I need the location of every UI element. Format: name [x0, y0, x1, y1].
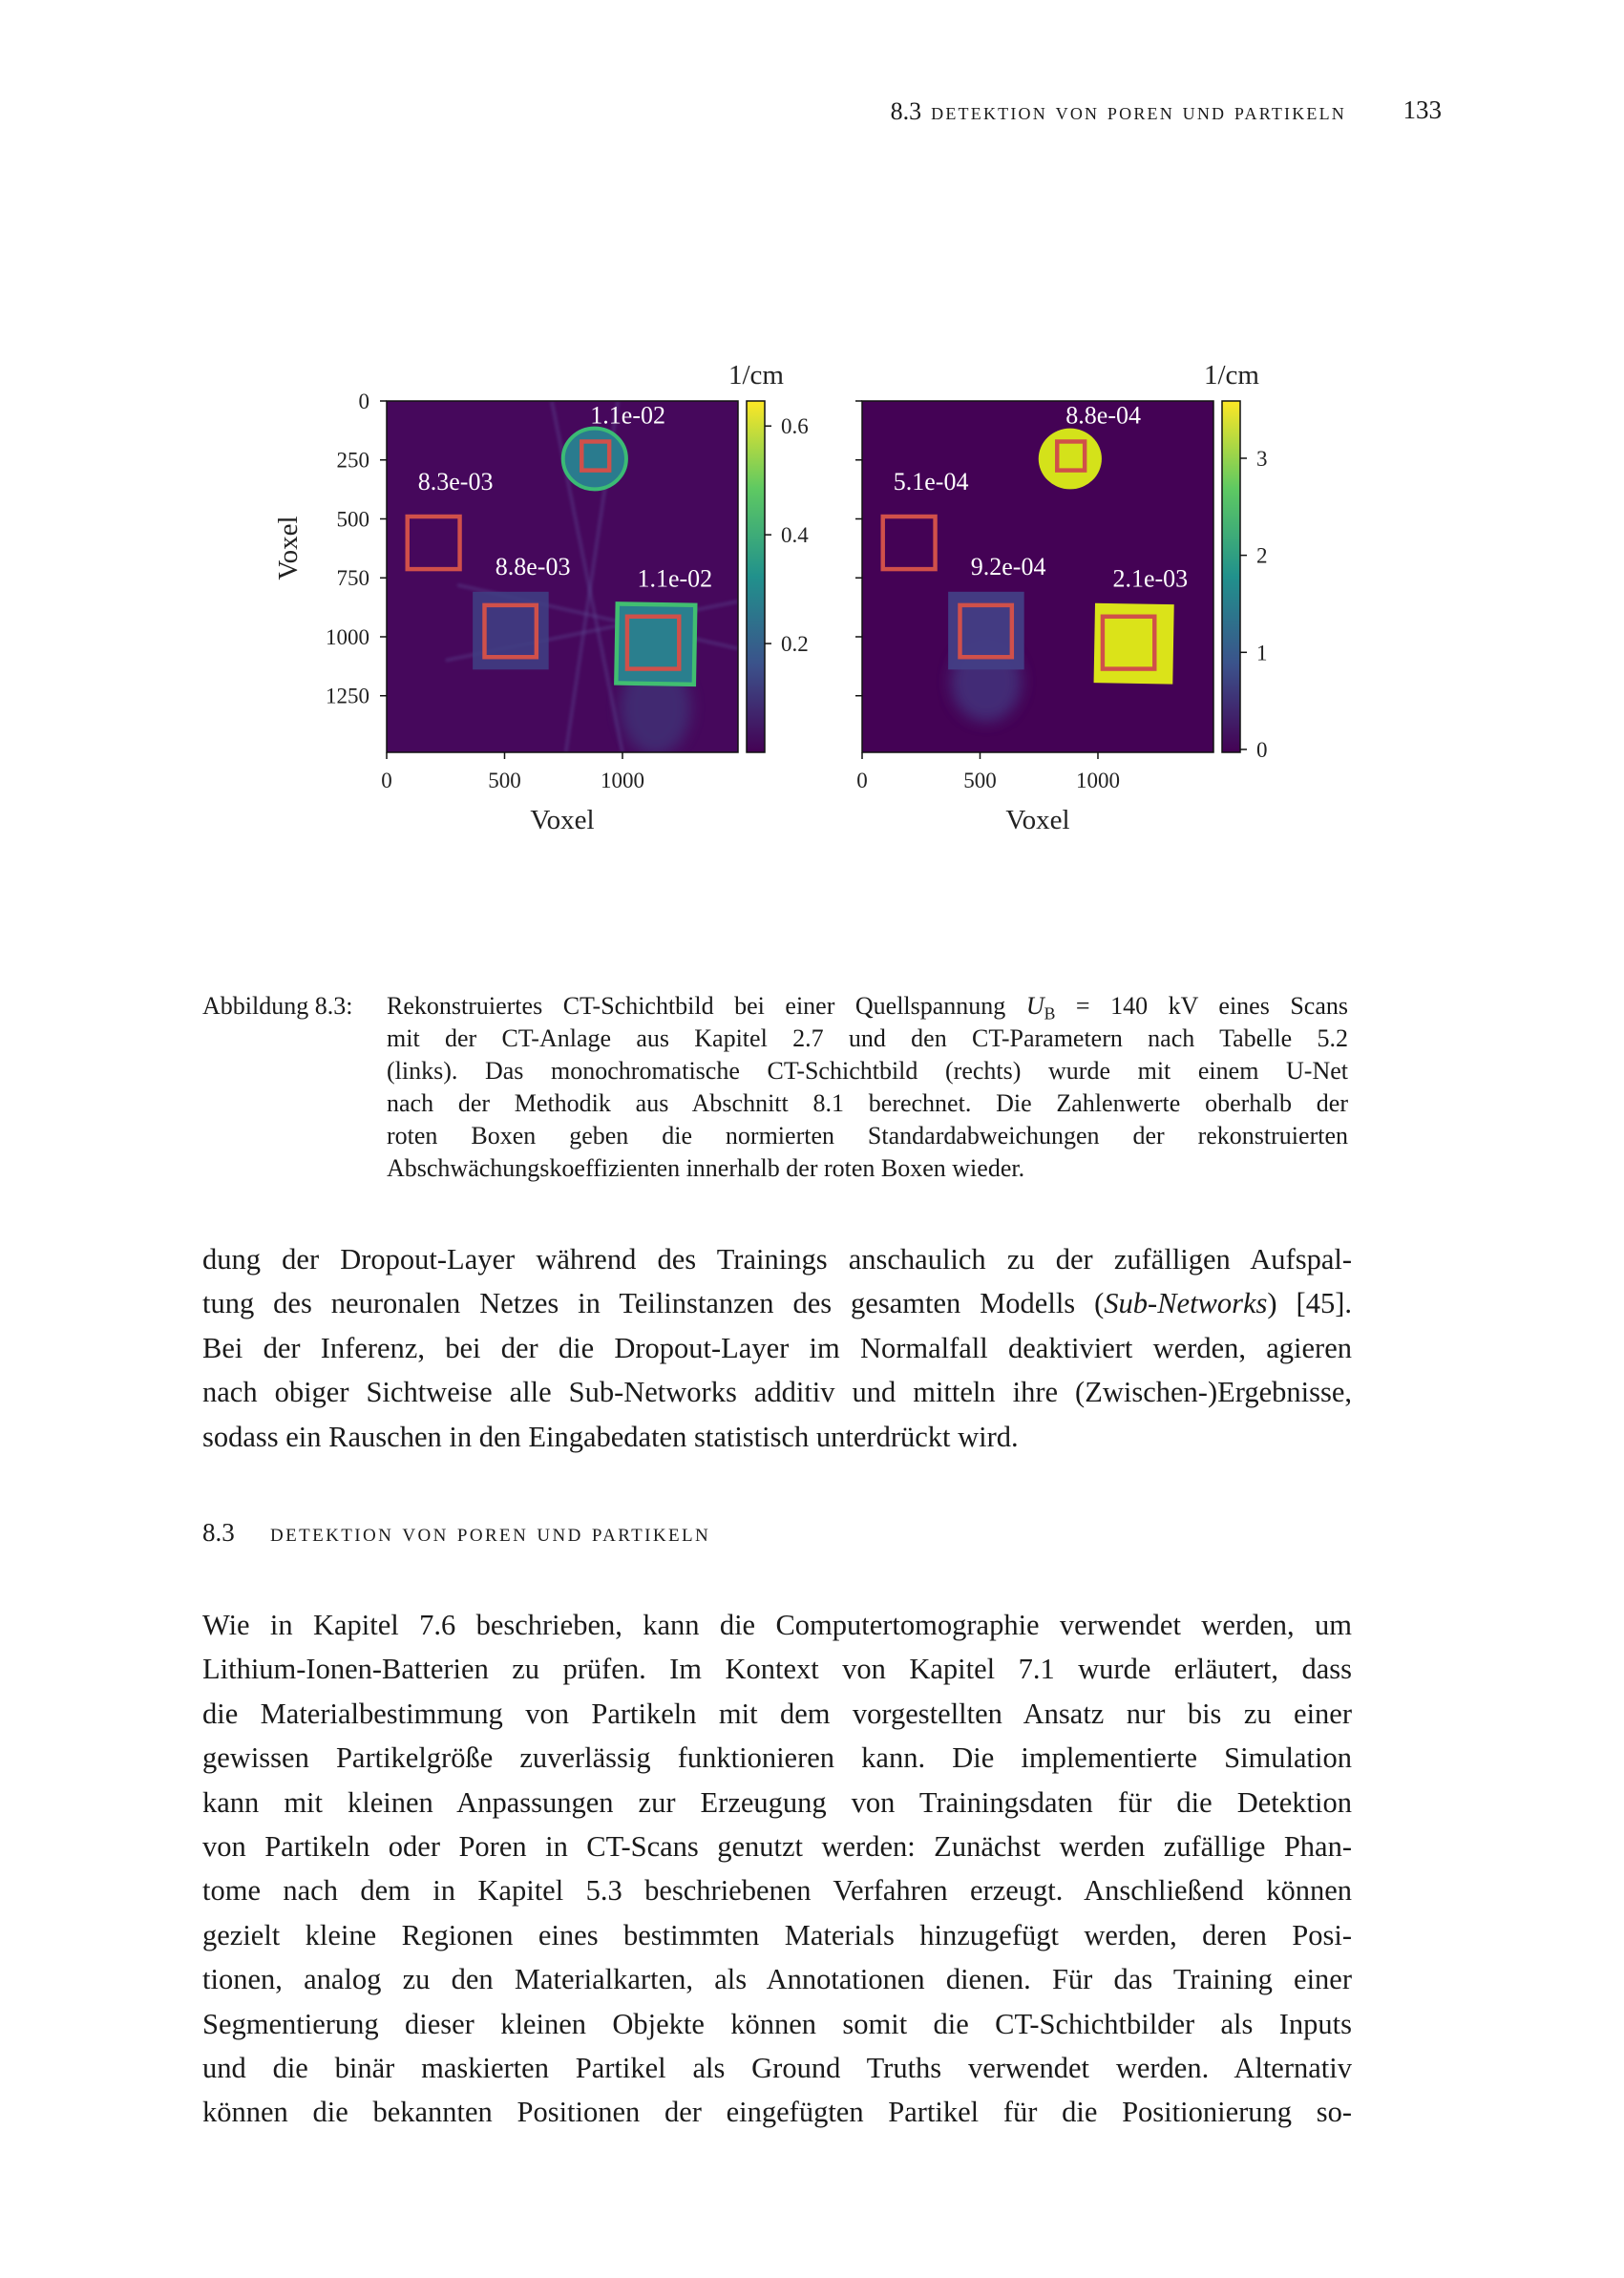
running-header-number: 8.3 — [890, 97, 922, 125]
text-line: mit der CT-Anlage aus Kapitel 2.7 und de… — [387, 1024, 1348, 1052]
section-number: 8.3 — [202, 1518, 235, 1547]
box-std-label: 8.3e-03 — [418, 468, 494, 496]
x-axis-label: Voxel — [1005, 805, 1069, 835]
colorbar — [746, 400, 766, 753]
x-tick-label: 0 — [381, 769, 392, 792]
ellipse-particle — [560, 426, 628, 492]
subscript-text: B — [1044, 1003, 1056, 1023]
colorbar-unit-label: 1/cm — [728, 360, 784, 390]
ellipse-particle — [1038, 428, 1102, 490]
box-std-label: 2.1e-03 — [1112, 565, 1188, 593]
text-line: tung des neuronalen Netzes in Teilinstan… — [202, 1281, 1352, 1325]
text-line: Wie in Kapitel 7.6 beschrieben, kann die… — [202, 1609, 1352, 1641]
box-std-label: 8.8e-04 — [1065, 401, 1141, 429]
paragraph: dung der Dropout-Layer während des Train… — [202, 1237, 1352, 1459]
square-particle — [614, 601, 698, 687]
text-line: roten Boxen geben die normierten Standar… — [387, 1122, 1348, 1150]
red-box — [405, 514, 462, 572]
section-heading: 8.3 Detektion von Poren und Partikeln — [202, 1518, 710, 1548]
red-box — [1100, 614, 1157, 671]
y-tick-label: 1250 — [326, 685, 369, 708]
y-tick-label: 0 — [359, 390, 370, 413]
text-line: können die bekannten Positionen der eing… — [202, 2096, 1352, 2129]
text-line: nach der Methodik aus Abschnitt 8.1 bere… — [387, 1089, 1348, 1117]
text-line: dung der Dropout-Layer während des Train… — [202, 1243, 1352, 1276]
axes-frame — [861, 400, 1214, 753]
page-number: 133 — [1403, 95, 1443, 124]
heatmap-image — [387, 401, 739, 753]
running-header: 8.3 Detektion von Poren und Partikeln — [668, 97, 1346, 126]
text-line: die Materialbestimmung von Partikeln mit… — [202, 1697, 1352, 1730]
text-line: tome nach dem in Kapitel 5.3 beschrieben… — [202, 1874, 1352, 1908]
red-box — [624, 614, 682, 671]
y-tick-label: 500 — [337, 507, 370, 531]
image-background — [862, 401, 1213, 752]
text-segment: tung des neuronalen Netzes in Teilinstan… — [202, 1287, 1105, 1320]
text-segment: = 140 kV eines Scans — [1055, 992, 1348, 1020]
colorbar-tick-label: 0.4 — [781, 523, 809, 547]
x-tick-label: 1000 — [601, 769, 644, 792]
colorbar-tick-label: 0.2 — [781, 632, 809, 656]
text-segment: Rekonstruiertes CT-Schichtbild bei einer… — [387, 992, 1026, 1020]
red-box — [958, 602, 1015, 660]
section-title: Detektion von Poren und Partikeln — [270, 1518, 711, 1547]
text-line: Segmentierung dieser kleinen Objekte kön… — [202, 2007, 1352, 2040]
x-axis-label: Voxel — [530, 805, 594, 835]
caption-label: Abbildung 8.3: — [202, 992, 353, 1020]
box-std-label: 8.8e-03 — [496, 553, 571, 580]
text-line: Abschwächungskoeffizienten innerhalb der… — [387, 1154, 1025, 1182]
text-segment: ) [45]. — [1267, 1287, 1352, 1320]
red-box — [580, 439, 612, 473]
text-line: (links). Das monochromatische CT-Schicht… — [387, 1057, 1348, 1085]
y-tick-label: 1000 — [326, 625, 369, 649]
x-tick-label: 1000 — [1076, 769, 1120, 792]
text-line: Bei der Inferenz, bei der die Dropout-La… — [202, 1331, 1352, 1364]
figure-ct-slices: 1.1e-028.3e-038.8e-03 1.1e-020 500 10000250… — [273, 360, 1268, 835]
paragraph: Wie in Kapitel 7.6 beschrieben, kann die… — [202, 1603, 1352, 2135]
colorbar-unit-label: 1/cm — [1204, 360, 1259, 390]
colorbar-tick-label: 0.6 — [781, 414, 809, 438]
y-tick-label: 750 — [337, 566, 370, 590]
text-line: tionen, analog zu den Materialkarten, al… — [202, 1963, 1352, 1996]
box-std-label: 5.1e-04 — [894, 468, 969, 496]
text-line: und die binär maskierten Partikel als Gr… — [202, 2051, 1352, 2084]
text-line: nach obiger Sichtweise alle Sub-Networks… — [202, 1376, 1352, 1409]
text-line: sodass ein Rauschen in den Eingabedaten … — [202, 1420, 1019, 1453]
italic-text: Sub-Networks — [1104, 1287, 1268, 1320]
red-box — [482, 602, 539, 660]
text-line: Rekonstruiertes CT-Schichtbild bei einer… — [387, 990, 1348, 1023]
x-tick-label: 500 — [963, 769, 997, 792]
x-tick-label: 500 — [488, 769, 521, 792]
box-std-label: 1.1e-02 — [637, 565, 712, 593]
text-line: kann mit kleinen Anpassungen zur Erzeugu… — [202, 1785, 1352, 1819]
red-box — [880, 514, 938, 572]
x-tick-label: 0 — [856, 769, 868, 792]
box-std-label: 1.1e-02 — [590, 401, 665, 429]
colorbar-tick-label: 1 — [1256, 641, 1268, 664]
colorbar — [1221, 400, 1241, 753]
y-tick-label: 250 — [337, 449, 370, 473]
text-line: von Partikeln oder Poren in CT-Scans gen… — [202, 1829, 1352, 1863]
colorbar-tick-label: 2 — [1256, 544, 1268, 568]
text-line: gewissen Partikelgröße zuverlässig funkt… — [202, 1741, 1352, 1775]
y-axis-label: Voxel — [273, 516, 304, 580]
running-header-title: Detektion von Poren und Partikeln — [931, 97, 1346, 125]
caption-body: Rekonstruiertes CT-Schichtbild bei einer… — [387, 990, 1348, 1185]
red-box — [1055, 439, 1087, 473]
colorbar-tick-label: 3 — [1256, 447, 1268, 471]
heatmap-image — [862, 401, 1213, 752]
colorbar-tick-label: 0 — [1256, 738, 1268, 762]
italic-text: U — [1025, 992, 1044, 1020]
axes-frame — [386, 400, 739, 753]
box-std-label: 9.2e-04 — [971, 553, 1046, 580]
text-line: gezielt kleine Regionen eines bestimmten… — [202, 1918, 1352, 1951]
text-line: Lithium-Ionen-Batterien zu prüfen. Im Ko… — [202, 1653, 1352, 1686]
